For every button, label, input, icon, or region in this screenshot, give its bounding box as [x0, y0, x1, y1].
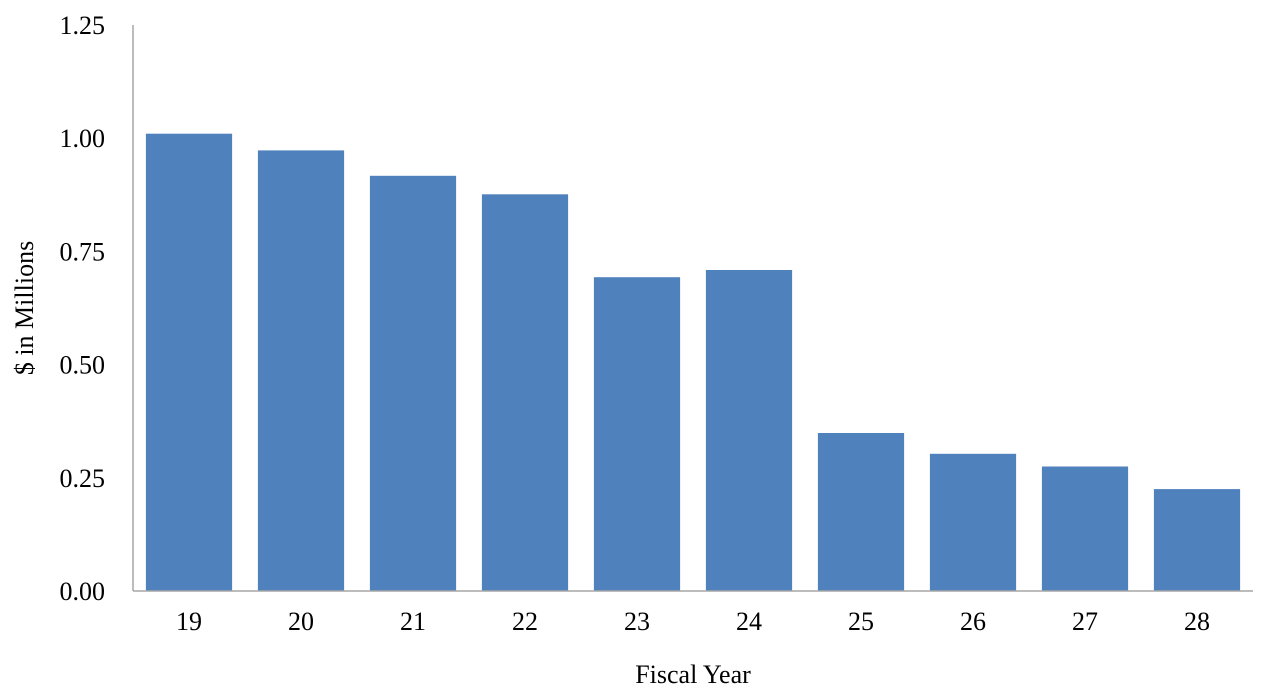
x-tick-label-22: 22	[512, 607, 538, 636]
bar-22	[481, 194, 569, 592]
bar-23	[593, 277, 681, 591]
bar-28	[1153, 489, 1241, 591]
y-tick-label-2: 0.50	[60, 351, 106, 380]
x-tick-label-23: 23	[624, 607, 650, 636]
x-tick-label-24: 24	[736, 607, 762, 636]
y-tick-label-3: 0.75	[60, 237, 106, 266]
x-axis-title: Fiscal Year	[635, 660, 751, 689]
x-tick-label-19: 19	[176, 607, 202, 636]
x-tick-labels: 19 20 21 22 23 24 25 26 27 28	[176, 607, 1210, 636]
bar-26	[929, 453, 1017, 591]
bar-25	[817, 433, 905, 591]
x-tick-label-27: 27	[1072, 607, 1098, 636]
bar-27	[1041, 466, 1129, 591]
x-tick-label-26: 26	[960, 607, 986, 636]
bars-group	[145, 133, 1241, 592]
y-tick-label-1: 0.25	[60, 464, 106, 493]
y-tick-label-0: 0.00	[60, 577, 106, 606]
x-tick-label-28: 28	[1184, 607, 1210, 636]
bar-19	[145, 133, 233, 591]
x-tick-label-21: 21	[400, 607, 426, 636]
y-tick-label-5: 1.25	[60, 11, 106, 40]
y-axis-title: $ in Millions	[10, 241, 39, 375]
y-tick-label-4: 1.00	[60, 124, 106, 153]
x-tick-label-25: 25	[848, 607, 874, 636]
bar-20	[257, 150, 345, 591]
x-tick-label-20: 20	[288, 607, 314, 636]
bar-24	[705, 270, 793, 591]
y-tick-labels: 0.00 0.25 0.50 0.75 1.00 1.25	[60, 11, 106, 606]
bar-21	[369, 175, 457, 592]
